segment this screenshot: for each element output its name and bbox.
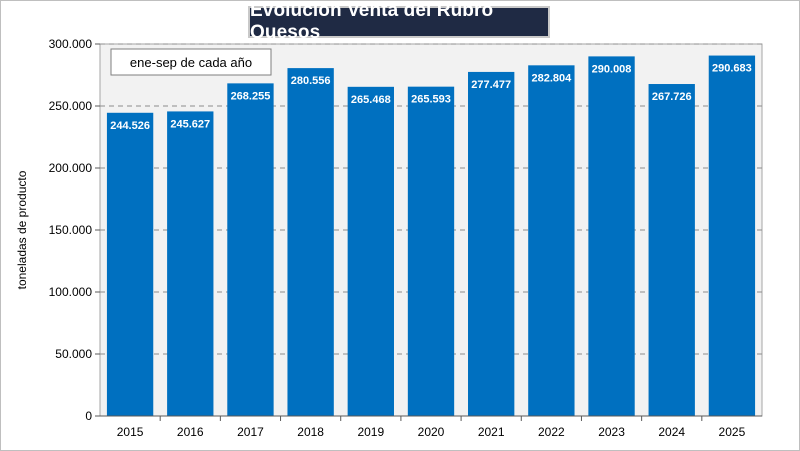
note-text: ene-sep de cada año	[130, 55, 252, 70]
bar	[227, 83, 274, 416]
bar-value-label: 290.683	[712, 63, 752, 75]
bar	[347, 86, 394, 417]
x-tick-label: 2021	[478, 425, 505, 439]
y-axis-label: toneladas de producto	[15, 170, 29, 289]
bar-value-labels: 244.526 245.627 268.255 280.556 265.468 265.5…	[110, 63, 752, 132]
bars	[106, 55, 756, 417]
bar-value-label: 290.008	[592, 63, 632, 75]
x-tick-label: 2024	[658, 425, 685, 439]
x-tick-label: 2016	[177, 425, 204, 439]
bar-value-label: 268.255	[231, 90, 271, 102]
x-tick-label: 2020	[418, 425, 445, 439]
y-tick-label: 100.000	[49, 285, 93, 299]
y-tick-label: 0	[85, 409, 92, 423]
x-tick-label: 2018	[297, 425, 324, 439]
bar-value-label: 267.726	[652, 91, 692, 103]
bar-value-label: 280.556	[291, 75, 331, 87]
bar	[708, 55, 756, 417]
y-tick-label: 200.000	[49, 161, 93, 175]
x-tick-label: 2025	[719, 425, 746, 439]
y-tick-label: 300.000	[49, 37, 93, 51]
bar	[588, 56, 635, 417]
bar	[106, 112, 154, 417]
bar	[528, 65, 575, 417]
bar-value-label: 277.477	[471, 79, 511, 91]
x-tick-label: 2015	[117, 425, 144, 439]
chart-title: Evolución Venta del Rubro Quesos	[248, 0, 550, 43]
bar	[407, 86, 455, 417]
x-tick-label: 2019	[357, 425, 384, 439]
bar	[648, 84, 695, 416]
bar-value-label: 265.593	[411, 94, 451, 106]
bar-value-label: 282.804	[531, 72, 572, 84]
x-tick-label: 2017	[237, 425, 264, 439]
note-box-frame	[110, 48, 272, 76]
note-box: ene-sep de cada año	[110, 48, 272, 76]
bar	[287, 68, 334, 416]
bar	[167, 111, 214, 417]
x-axis-ticks: 2015 2016 2017 2018 2019 2020 2021 2022 2023 2024…	[117, 416, 746, 439]
bar-value-label: 245.627	[170, 118, 210, 130]
bar	[468, 71, 515, 416]
y-tick-label: 150.000	[49, 223, 93, 237]
y-tick-label: 50.000	[55, 347, 92, 361]
y-tick-label: 250.000	[49, 99, 93, 113]
y-axis-ticks: 0 50.000 100.000 150.000 200.000 250.000 300.0…	[49, 37, 100, 423]
bar-value-label: 265.468	[351, 94, 391, 106]
x-tick-label: 2023	[598, 425, 625, 439]
bar-value-label: 244.526	[110, 120, 150, 132]
x-tick-label: 2022	[538, 425, 565, 439]
